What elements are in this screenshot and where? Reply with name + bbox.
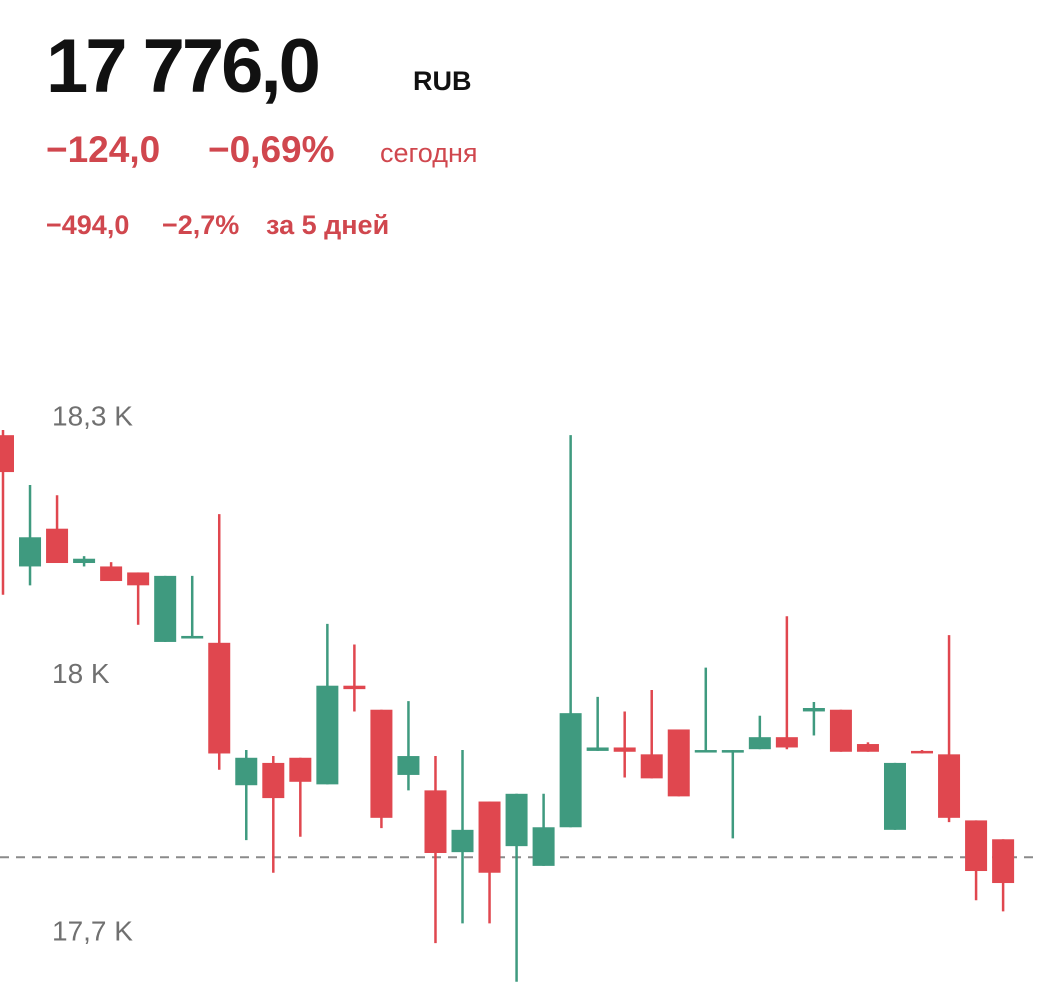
candle-body	[883, 762, 906, 830]
candle-body	[181, 635, 204, 639]
candle-body	[505, 793, 528, 847]
candle-body	[370, 709, 393, 818]
week-change: −494,0	[46, 210, 129, 240]
today-change: −124,0	[46, 129, 160, 170]
y-tick-label: 18,3 K	[52, 401, 133, 432]
candle-body	[532, 827, 555, 866]
candle-body	[0, 435, 14, 473]
candle-body	[316, 685, 339, 785]
candle-body	[938, 754, 961, 818]
today-label: сегодня	[380, 138, 477, 168]
candle-body	[559, 713, 582, 828]
candle-body	[613, 747, 636, 752]
candle-body	[992, 839, 1015, 884]
candle-body	[289, 757, 312, 782]
week-label: за 5 дней	[266, 210, 389, 240]
candle-body	[19, 537, 42, 567]
candle-body	[343, 685, 366, 690]
candle-body	[586, 747, 609, 751]
candle-body	[802, 708, 825, 712]
candle-body	[478, 801, 501, 873]
candle-body	[127, 572, 150, 586]
candle-body	[100, 566, 123, 582]
candle-body	[829, 709, 852, 752]
candle-body	[856, 744, 879, 752]
candle-body	[424, 790, 447, 854]
candle-body	[748, 737, 771, 750]
today-change-pct: −0,69%	[208, 129, 335, 170]
candle-body	[640, 754, 663, 779]
candle-body	[667, 729, 690, 797]
candle-body	[154, 575, 177, 642]
candle-body	[911, 750, 934, 754]
candle-body	[235, 757, 258, 786]
candle-body	[208, 642, 231, 754]
candle-body	[46, 528, 69, 564]
week-change-pct: −2,7%	[162, 210, 239, 240]
candle-body	[721, 750, 744, 753]
candle-body	[775, 737, 798, 748]
candle-body	[451, 829, 474, 853]
candle-body	[694, 750, 717, 753]
currency: RUB	[413, 66, 472, 96]
y-tick-label: 18 K	[52, 658, 110, 689]
candle-body	[965, 820, 988, 872]
candle-body	[262, 762, 285, 799]
candle-body	[397, 756, 420, 775]
price: 17 776,0	[46, 24, 319, 109]
candle-body	[73, 558, 96, 564]
y-tick-label: 17,7 K	[52, 915, 133, 946]
